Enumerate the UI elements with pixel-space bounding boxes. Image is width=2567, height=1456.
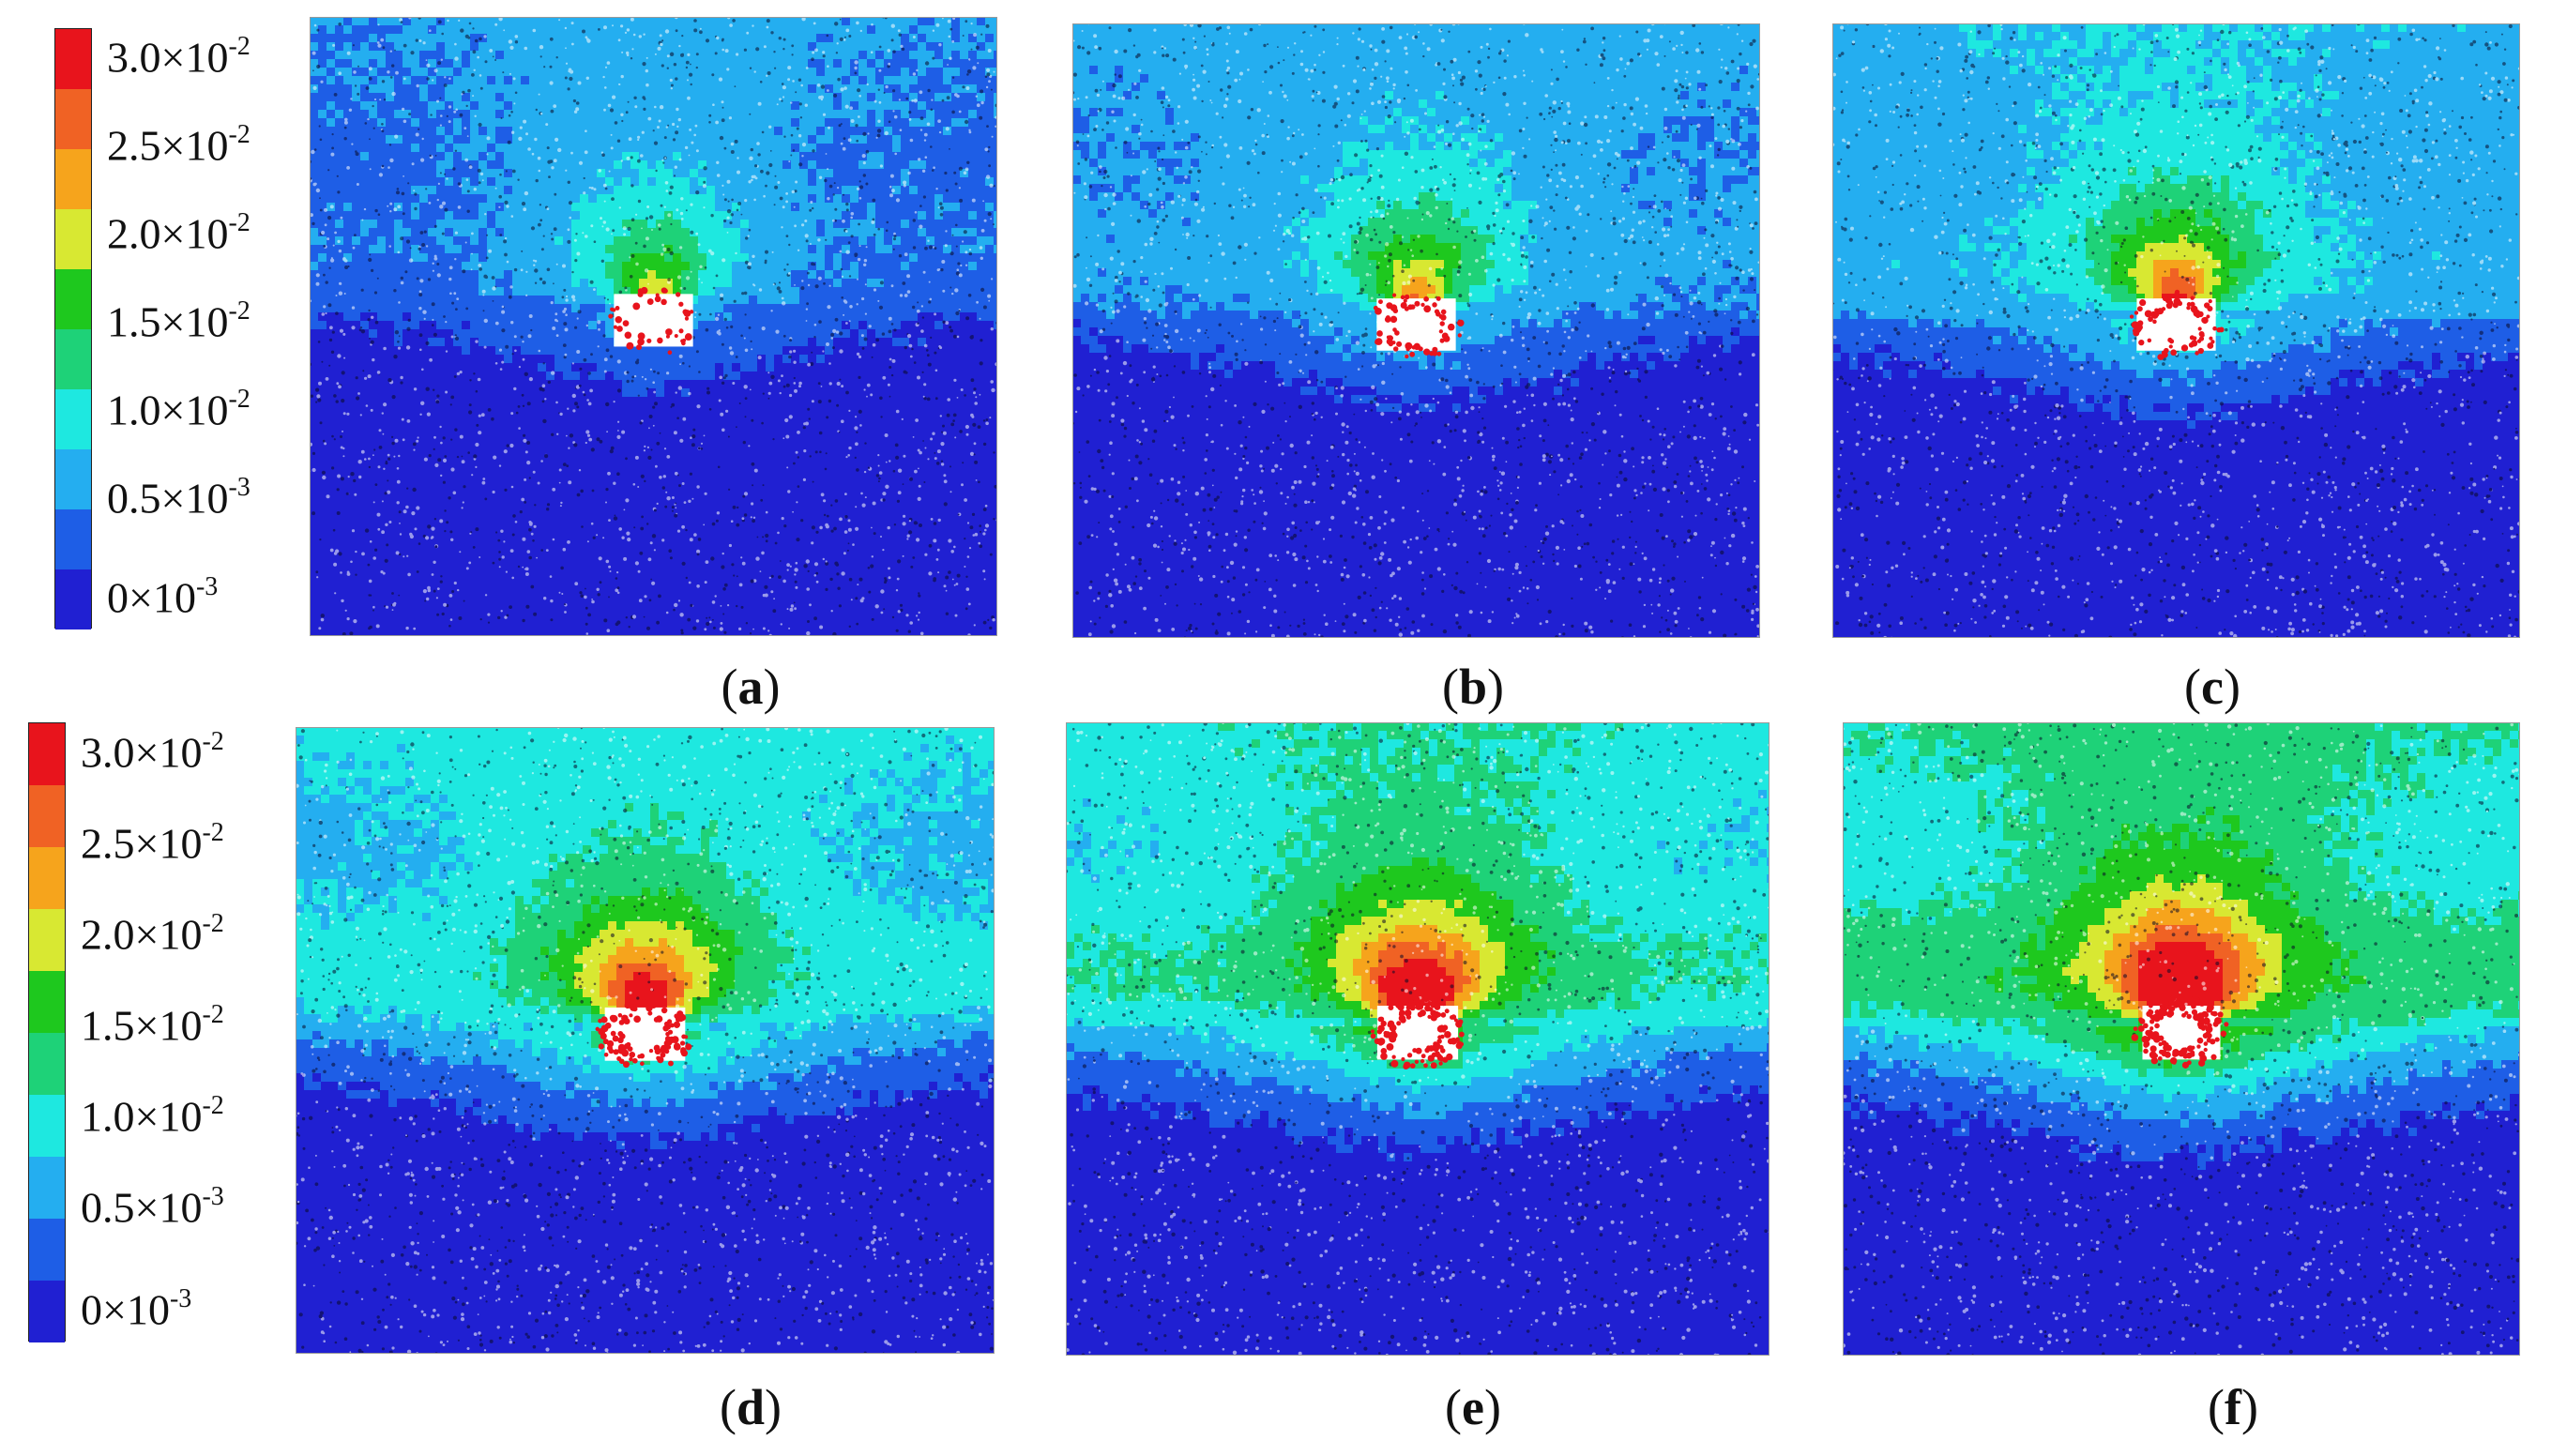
cavity-debris — [1373, 293, 1465, 359]
contour-panel-f — [1843, 722, 2520, 1356]
colorbar-segment — [55, 389, 91, 449]
colorbar-segment — [29, 1095, 65, 1157]
contour-panel-c — [1832, 23, 2520, 638]
cavity-debris — [2131, 994, 2229, 1069]
colorbar-segment — [29, 971, 65, 1033]
colorbar-tick-label: 2.0×10-2 — [81, 911, 224, 956]
cavity-debris — [1370, 995, 1465, 1070]
caption-e: (e) — [1379, 1382, 1567, 1433]
colorbar-tick-label: 0.5×10-3 — [107, 475, 251, 520]
cavity-debris — [2129, 289, 2225, 360]
colorbar-segment — [55, 329, 91, 389]
contour-map-a — [310, 17, 997, 636]
contour-panel-a — [310, 17, 997, 636]
colorbar-segment — [29, 1033, 65, 1095]
contour-bands — [1066, 722, 1770, 1356]
colorbar-segment — [29, 847, 65, 909]
contour-bands — [1072, 23, 1760, 638]
caption-d: (d) — [657, 1382, 844, 1433]
cavity-debris — [595, 998, 692, 1069]
contour-map-f — [1843, 722, 2520, 1356]
panel-frame — [1072, 23, 1760, 638]
colorbar-tick-label: 1.5×10-2 — [81, 1002, 224, 1047]
panel-frame — [1843, 722, 2520, 1356]
panel-frame — [296, 727, 995, 1354]
contour-map-d — [296, 727, 995, 1354]
colorbar-segment — [55, 29, 91, 89]
colorbar-tick-label: 3.0×10-2 — [107, 34, 251, 79]
contour-panel-b — [1072, 23, 1760, 638]
panel-frame — [1066, 722, 1770, 1356]
contour-map-b — [1072, 23, 1760, 638]
colorbar-tick-label: 0×10-3 — [107, 574, 218, 619]
cavity-debris — [608, 286, 694, 356]
colorbar-segment — [29, 1281, 65, 1342]
colorbar-segment — [55, 89, 91, 149]
contour-bands — [1843, 722, 2520, 1356]
caption-f: (f) — [2139, 1382, 2327, 1433]
colorbar-segment — [55, 569, 91, 629]
colorbar-segment — [29, 909, 65, 971]
particle-texture — [1072, 23, 1760, 638]
panel-frame — [1832, 23, 2520, 638]
colorbar-segment — [29, 1157, 65, 1219]
contour-bands — [310, 17, 997, 636]
colorbar-tick-label: 1.5×10-2 — [107, 298, 251, 343]
colorbar-tick-label: 1.0×10-2 — [107, 387, 251, 432]
panel-frame — [310, 17, 997, 636]
particle-texture — [1832, 23, 2520, 638]
particle-texture — [310, 17, 997, 636]
colorbar-tick-label: 0.5×10-3 — [81, 1184, 224, 1229]
colorbar-gradient — [28, 722, 66, 1342]
colorbar-tick-label: 1.0×10-2 — [81, 1093, 224, 1138]
colorbar-segment — [29, 785, 65, 847]
contour-map-e — [1066, 722, 1770, 1356]
colorbar-segment — [29, 1219, 65, 1281]
contour-map-c — [1832, 23, 2520, 638]
colorbar-tick-label: 2.5×10-2 — [81, 820, 224, 865]
colorbar-segment — [55, 269, 91, 329]
caption-b: (b) — [1379, 661, 1567, 712]
contour-bands — [296, 727, 995, 1354]
colorbar-segment — [55, 149, 91, 209]
contour-panel-e — [1066, 722, 1770, 1356]
contour-panel-d — [296, 727, 995, 1354]
colorbar-segment — [55, 509, 91, 569]
colorbar-tick-label: 2.5×10-2 — [107, 122, 251, 167]
colorbar-tick-label: 0×10-3 — [81, 1286, 191, 1331]
caption-a: (a) — [657, 661, 844, 712]
colorbar-segment — [55, 209, 91, 269]
colorbar-segment — [55, 449, 91, 509]
particle-texture — [1843, 722, 2520, 1356]
colorbar-tick-label: 3.0×10-2 — [81, 729, 224, 774]
colorbar-tick-label: 2.0×10-2 — [107, 210, 251, 255]
colorbar-segment — [29, 723, 65, 785]
colorbar-gradient — [54, 28, 92, 629]
caption-c: (c) — [2119, 661, 2306, 712]
